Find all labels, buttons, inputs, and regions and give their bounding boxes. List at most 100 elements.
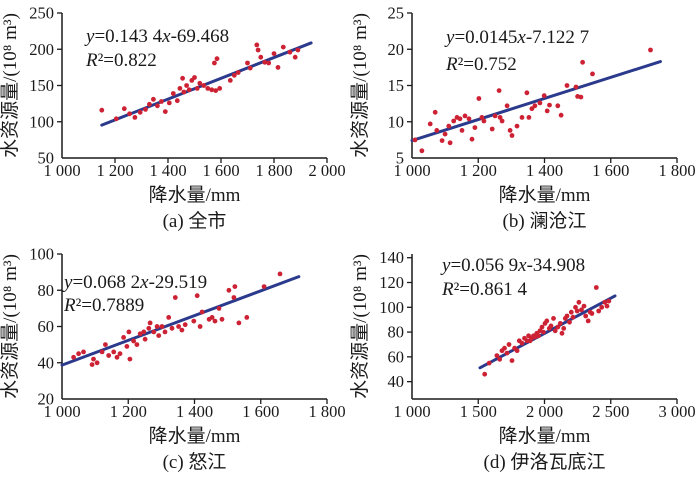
data-point (541, 93, 547, 99)
data-point (170, 91, 176, 96)
y-tick-label: 80 (388, 323, 405, 342)
y-tick-label: 200 (29, 40, 54, 59)
subplot-c-chart: 1 000 1 200 1 400 1 600 1 800 20 40 60 80 100 y=0.… (0, 245, 346, 474)
y-tick-label: 150 (29, 76, 54, 95)
scatter-points (99, 42, 301, 122)
data-point (127, 356, 133, 362)
tick-labels: 1 000 1 200 1 400 1 600 1 800 5 10 15 20 25 (388, 4, 696, 181)
data-point (205, 86, 211, 91)
data-point (121, 106, 127, 112)
x-tick-label: 1 000 (43, 402, 80, 421)
subplot-b-chart: 1 000 1 200 1 400 1 600 1 800 5 10 15 20 25 y=0.01… (350, 4, 696, 233)
data-point (91, 356, 96, 362)
y-tick-label: 60 (388, 347, 405, 366)
data-point (141, 329, 147, 335)
x-tick-label: 1 600 (592, 161, 629, 180)
data-point (255, 47, 261, 53)
data-point (217, 86, 223, 91)
x-axis-label: 降水量/mm (149, 425, 241, 447)
data-point (502, 345, 507, 351)
data-point (555, 324, 561, 330)
data-point (504, 350, 510, 356)
x-tick-label: 2 000 (526, 402, 563, 421)
data-point (579, 307, 584, 313)
subplot-a-chart: 1 000 1 200 1 400 1 600 1 800 2 000 50 100 150 20… (0, 4, 346, 233)
data-point (529, 106, 535, 112)
data-point (580, 59, 585, 65)
trend-line (478, 294, 617, 370)
data-point (492, 113, 498, 119)
x-axis-label: 降水量/mm (149, 184, 241, 206)
data-point (146, 325, 152, 331)
data-point (519, 115, 525, 120)
y-tick-label: 25 (388, 4, 405, 23)
x-tick-label: 1 000 (393, 402, 430, 421)
data-point (154, 324, 160, 329)
data-point (137, 109, 143, 115)
data-point (213, 88, 219, 93)
trend-line (100, 41, 313, 127)
tick-marks (57, 12, 328, 163)
data-point (71, 354, 76, 360)
data-point (602, 299, 608, 305)
data-point (180, 75, 186, 81)
data-point (212, 60, 217, 66)
data-point (547, 102, 552, 108)
data-point (209, 315, 215, 320)
data-point (559, 330, 565, 336)
data-point (494, 353, 500, 358)
data-point (555, 103, 561, 109)
data-point (466, 116, 472, 122)
data-point (182, 322, 188, 328)
data-point (472, 125, 478, 130)
tick-marks (407, 12, 678, 163)
equation-label: y=0.068 2x-29.519 (62, 272, 207, 293)
data-point (111, 349, 117, 355)
y-tick-label: 10 (388, 112, 405, 131)
scatter-points (71, 271, 283, 367)
data-point (266, 60, 272, 66)
x-tick-label: 3 000 (658, 402, 695, 421)
data-point (271, 51, 277, 56)
x-tick-label: 1 400 (526, 161, 563, 180)
data-point (103, 342, 108, 347)
data-point (583, 313, 589, 319)
data-point (564, 313, 570, 319)
y-tick-label: 5 (396, 149, 404, 168)
data-point (227, 78, 233, 83)
data-point (486, 360, 492, 366)
data-point (194, 293, 200, 299)
y-tick-label: 100 (29, 245, 54, 264)
data-point (412, 137, 418, 143)
data-point (76, 351, 81, 357)
data-point (113, 116, 119, 122)
data-point (162, 109, 168, 114)
data-point (419, 148, 425, 154)
data-point (578, 94, 584, 100)
data-point (427, 121, 433, 127)
x-tick-label: 1 400 (176, 402, 213, 421)
data-point (151, 329, 157, 335)
y-tick-label: 120 (379, 273, 404, 292)
data-point (181, 89, 187, 95)
equation-label: y=0.0145x-7.122 7 (444, 27, 589, 48)
x-tick-label: 2 000 (308, 161, 345, 180)
data-point (292, 54, 298, 60)
y-tick-label: 40 (38, 353, 55, 372)
y-tick-label: 80 (38, 281, 55, 300)
data-point (142, 336, 148, 342)
data-point (166, 315, 172, 320)
data-point (499, 118, 505, 124)
subplot-c: 1 000 1 200 1 400 1 600 1 800 20 40 60 80 100 y=0.… (0, 241, 350, 483)
data-point (126, 329, 132, 335)
data-point (593, 285, 599, 290)
x-tick-label: 1 500 (460, 402, 497, 421)
y-tick-label: 60 (38, 317, 55, 336)
data-point (648, 47, 653, 53)
x-tick-label: 1 800 (658, 161, 695, 180)
tick-labels: 1 000 1 500 2 000 2 500 3 000 40 60 80 100 120 140 (379, 248, 695, 421)
y-tick-label: 20 (38, 390, 55, 409)
data-point (507, 127, 513, 133)
x-tick-label: 1 200 (96, 161, 133, 180)
y-tick-label: 250 (29, 4, 54, 23)
